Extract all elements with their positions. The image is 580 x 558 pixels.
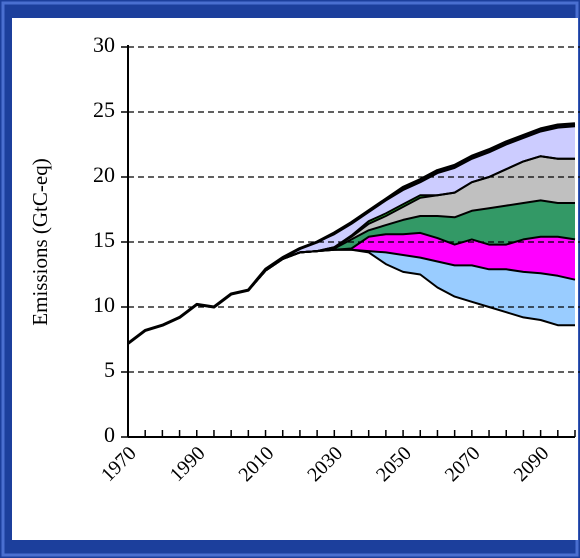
y-tick-label: 25 [93,97,115,122]
area-edge [127,122,576,345]
y-axis-title: Emissions (GtC-eq) [28,158,52,325]
y-tick-label: 30 [93,32,115,57]
y-tick-label: 5 [104,357,115,382]
area [128,200,575,344]
y-tick-label: 0 [104,422,115,447]
y-tick-label: 20 [93,162,115,187]
area [128,156,575,344]
y-tick-label: 10 [93,292,115,317]
area [128,249,575,344]
area [128,232,575,344]
area [128,249,575,437]
y-tick-label: 15 [93,227,115,252]
